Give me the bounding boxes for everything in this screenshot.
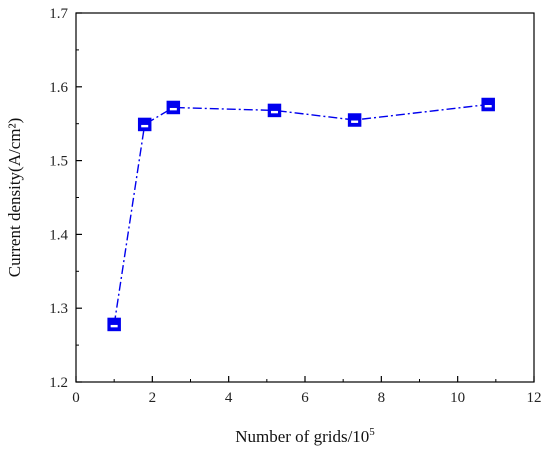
x-tick-label: 4 <box>225 390 233 406</box>
marker-outer <box>107 317 121 332</box>
marker-inner <box>270 110 278 114</box>
marker-inner <box>351 120 359 123</box>
marker-inner <box>169 107 177 111</box>
marker-outer <box>166 100 181 115</box>
plot-frame <box>75 12 535 383</box>
y-tick-label: 1.5 <box>49 154 68 170</box>
data-point-marker <box>267 103 282 118</box>
marker-inner <box>141 124 149 128</box>
x-axis-title-superscript: 5 <box>369 426 375 438</box>
series-line <box>113 103 489 325</box>
marker-outer <box>267 103 282 118</box>
data-point-marker <box>137 117 152 132</box>
y-tick-label: 1.2 <box>49 375 68 391</box>
data-point-marker <box>347 113 362 127</box>
y-axis-ticks: 1.2 1.3 1.4 1.5 1.6 1.7 <box>49 6 82 391</box>
marker-outer <box>347 113 362 127</box>
y-tick-label: 1.7 <box>49 6 68 22</box>
y-tick-label: 1.4 <box>49 227 68 243</box>
data-point-marker <box>481 97 495 112</box>
x-tick-label: 2 <box>149 390 157 406</box>
x-tick-label: 10 <box>450 390 465 406</box>
y-axis-title: Current density(A/cm²) <box>5 118 24 277</box>
marker-inner <box>484 105 492 108</box>
x-tick-label: 8 <box>378 390 386 406</box>
data-point-marker <box>107 317 121 332</box>
x-tick-label: 0 <box>72 390 80 406</box>
marker-inner <box>110 324 118 328</box>
x-tick-label: 12 <box>527 390 542 406</box>
series-layer <box>107 97 495 332</box>
marker-outer <box>481 97 495 112</box>
y-tick-label: 1.6 <box>49 80 68 96</box>
x-axis-title-main: Number of grids/10 <box>235 427 369 446</box>
y-tick-label: 1.3 <box>49 301 68 317</box>
x-axis-title: Number of grids/105 <box>235 426 375 446</box>
data-point-marker <box>166 100 181 115</box>
plot-border <box>75 12 535 383</box>
marker-outer <box>137 117 152 132</box>
x-axis-ticks: 0 2 4 6 8 10 12 <box>72 376 542 406</box>
x-tick-label: 6 <box>301 390 309 406</box>
